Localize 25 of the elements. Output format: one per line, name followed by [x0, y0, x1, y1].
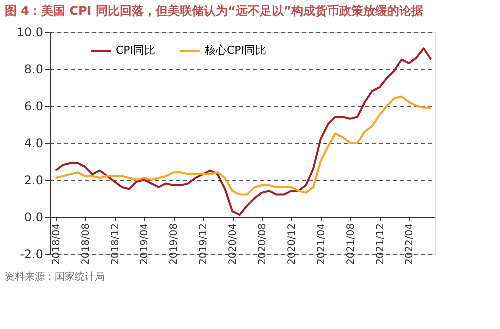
- x-tick-label: 2018/08: [80, 224, 92, 266]
- text: 资料来源：国家统计局: [5, 271, 105, 283]
- x-tick-label: 2019/08: [169, 224, 180, 266]
- chart-title: 图 4：美国 CPI 同比回落，但美联储认为“远不足以”构成货币政策放缓的论据: [5, 4, 424, 18]
- legend-label: CPI同比: [116, 44, 156, 57]
- x-tick-label: 2021/12: [375, 224, 386, 266]
- y-tick-label: 2.0: [24, 174, 44, 188]
- x-tick-label: 2020/12: [286, 224, 298, 266]
- x-tick-label: 2019/12: [198, 224, 210, 266]
- legend-label: 核心CPI同比: [204, 44, 267, 57]
- x-tick-label: 2019/04: [140, 224, 151, 266]
- x-tick-label: 2018/04: [51, 224, 62, 266]
- y-tick-label: 0.0: [24, 210, 44, 224]
- x-tick-label: 2021/08: [346, 224, 357, 266]
- y-tick-label: 6.0: [24, 100, 44, 114]
- x-tick-label: 2022/04: [404, 224, 416, 266]
- y-tick-label: 10.0: [16, 26, 44, 40]
- x-tick-label: 2021/04: [316, 224, 328, 266]
- x-tick-label: 2020/08: [258, 224, 269, 266]
- x-tick-label: 2020/04: [228, 224, 240, 266]
- x-tick-label: 2018/12: [110, 224, 122, 266]
- y-tick-label: -2.0: [20, 248, 44, 262]
- line-series: [54, 96, 432, 196]
- y-tick-label: 8.0: [24, 62, 44, 76]
- y-tick-label: 4.0: [24, 136, 44, 150]
